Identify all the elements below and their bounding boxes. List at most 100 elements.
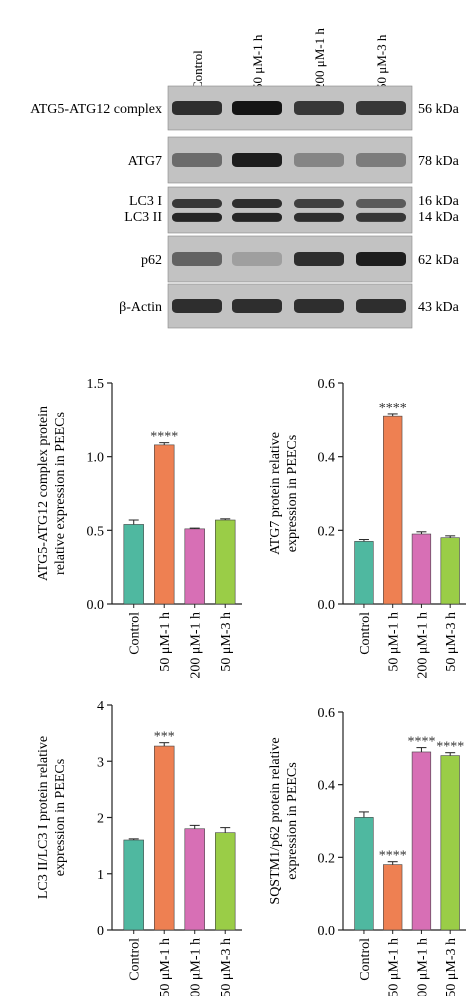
y-tick-label: 0.2 [318,524,336,539]
bar [123,524,144,605]
bar [123,839,144,931]
blot-row: ATG5-ATG12 complex 56 kDa [30,85,460,131]
blot-band [356,199,406,209]
blot-band [232,299,282,313]
protein-label: ATG5-ATG12 complex [30,102,162,117]
bar [440,537,460,605]
blot-band [172,101,222,115]
blot-band [232,252,282,266]
kda-label: 14 kDa [418,210,460,225]
y-tick-label: 1 [97,868,104,883]
significance-label: **** [150,430,178,445]
bar [154,444,175,605]
y-tick-label: 2 [97,812,104,827]
kda-label: 78 kDa [418,154,460,169]
chart-atg7: 0.0 0.2 0.4 0.6 ATG7 protein relative express… [268,377,466,679]
x-tick-label: Control [358,612,373,655]
lane-label: 50 μM-3 h [374,34,389,90]
western-blot-panel: Control 50 μM-1 h 200 μM-1 h 50 μM-3 hATG5-… [30,28,460,329]
protein-label: LC3 I [129,194,162,209]
protein-label: p62 [141,253,162,268]
x-tick-label: 50 μM-3 h [444,938,459,996]
blot-band [356,212,406,222]
x-tick-label: Control [128,938,143,981]
significance-label: **** [407,735,435,750]
lane-label: 50 μM-1 h [250,34,265,90]
bar [411,533,432,605]
protein-label: ATG7 [128,154,162,169]
x-tick-label: 50 μM-3 h [219,612,234,672]
significance-label: *** [154,730,175,745]
y-axis-label: expression in PEECs [285,435,300,552]
kda-label: 62 kDa [418,253,460,268]
x-tick-label: Control [128,612,143,655]
y-axis-label: ATG5-ATG12 complex protein [36,406,51,581]
bar [215,832,236,931]
blot-band [294,101,344,115]
y-tick-label: 4 [97,699,104,714]
y-axis-label: ATG7 protein relative [268,432,283,555]
bar [354,817,374,931]
blot-band [232,153,282,167]
significance-label: **** [379,401,407,416]
y-tick-label: 3 [97,755,104,770]
blot-band [294,153,344,167]
blot-band [172,252,222,266]
kda-label: 56 kDa [418,102,460,117]
chart-lc3: 0 1 2 3 4 LC3 II/LC3 I protein relative expres… [36,699,242,996]
x-tick-label: 50 μM-1 h [158,938,173,996]
x-tick-label: 200 μM-1 h [189,938,204,996]
y-tick-label: 0.0 [87,598,105,613]
blot-band [294,252,344,266]
x-tick-label: 50 μM-1 h [387,938,402,996]
blot-row: ATG7 78 kDa [128,136,460,184]
y-axis-label: LC3 II/LC3 I protein relative [36,736,51,899]
x-tick-label: 200 μM-1 h [415,938,430,996]
blot-band [294,212,344,222]
chart-p62: 0.0 0.2 0.4 0.6 SQSTM1/p62 protein relative e… [268,706,466,996]
protein-label: β-Actin [119,300,162,315]
x-tick-label: 200 μM-1 h [189,612,204,679]
y-tick-label: 0.6 [318,706,336,721]
blot-strip [167,186,413,234]
bar [154,745,175,931]
lane-label: 200 μM-1 h [312,28,327,90]
x-tick-label: 50 μM-1 h [387,612,402,672]
y-tick-label: 0.0 [318,924,336,939]
blot-band [232,199,282,209]
bar [440,755,460,931]
blot-band [356,101,406,115]
y-axis-label: expression in PEECs [53,759,68,876]
kda-label: 43 kDa [418,300,460,315]
y-tick-label: 0.2 [318,851,336,866]
blot-band [356,153,406,167]
bar [383,415,403,605]
bar [184,528,205,605]
blot-row: β-Actin 43 kDa [119,283,460,329]
y-tick-label: 0.4 [318,779,336,794]
y-axis-label: relative expression in PEECs [53,412,68,575]
blot-band [356,299,406,313]
blot-band [172,212,222,222]
bar [411,751,432,931]
blot-band [172,153,222,167]
y-tick-label: 0.0 [318,598,336,613]
blot-band [294,199,344,209]
bar [215,519,236,605]
blot-band [172,199,222,209]
bar [383,864,403,931]
y-tick-label: 0.6 [318,377,336,392]
x-tick-label: 50 μM-3 h [444,612,459,672]
x-tick-label: 200 μM-1 h [415,612,430,679]
significance-label: **** [379,849,407,864]
blot-band [172,299,222,313]
y-tick-label: 0.5 [87,524,105,539]
bar [354,541,374,605]
blot-row: p62 62 kDa [141,235,460,283]
significance-label: **** [436,740,464,755]
blot-band [232,212,282,222]
chart-atg5-atg12: 0.0 0.5 1.0 1.5 ATG5-ATG12 complex protein re… [36,377,242,679]
y-tick-label: 0 [97,924,104,939]
y-tick-label: 1.0 [87,451,105,466]
x-tick-label: 50 μM-1 h [158,612,173,672]
